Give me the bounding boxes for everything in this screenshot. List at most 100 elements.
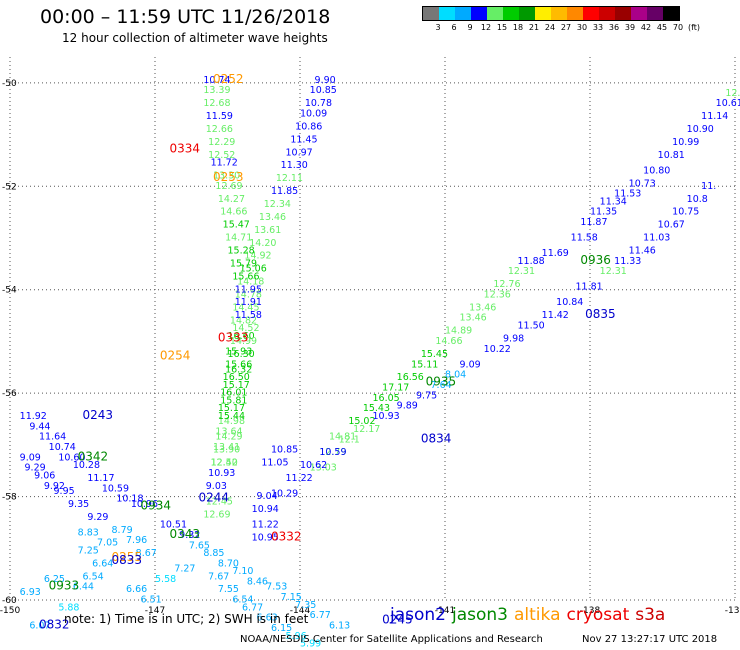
pass-label-altika: 0252 bbox=[213, 72, 244, 86]
scale-tick-label: 12 bbox=[480, 23, 492, 32]
color-scale-labels: 3 6 9 12 15 18 21 24 27 30 33 36 39 42 45 70 (ft) bbox=[422, 21, 700, 33]
wave-height-value: 10.84 bbox=[556, 297, 583, 308]
wave-height-value: 10.61 bbox=[716, 98, 740, 109]
scale-tick-label: 21 bbox=[528, 23, 540, 32]
wave-height-value: 11.17 bbox=[87, 473, 114, 484]
wave-height-value: 10.80 bbox=[643, 165, 670, 176]
scale-swatch bbox=[423, 7, 439, 20]
wave-height-value: 11.14 bbox=[701, 111, 728, 122]
wave-height-value: 11.46 bbox=[629, 246, 656, 257]
wave-height-value: 13.03 bbox=[310, 463, 337, 474]
wave-height-value: 10.8 bbox=[687, 194, 708, 205]
scale-swatch bbox=[663, 7, 679, 20]
footer-note: note: 1) Time is in UTC; 2) SWH is in fe… bbox=[64, 612, 309, 626]
wave-height-value: 14.89 bbox=[445, 326, 472, 337]
wave-height-value: 13.90 bbox=[213, 445, 240, 456]
scale-unit: (ft) bbox=[687, 23, 701, 32]
wave-height-value: 11.91 bbox=[235, 297, 262, 308]
wave-height-value: 10.29 bbox=[271, 489, 298, 500]
wave-height-value: 16.05 bbox=[373, 393, 400, 404]
wave-height-value: 10.93 bbox=[373, 411, 400, 422]
wave-height-value: 12.31 bbox=[508, 266, 535, 277]
wave-height-value: 6.15 bbox=[271, 623, 292, 634]
satellite-legend-altika: altika bbox=[514, 605, 561, 625]
wave-height-value: 11.69 bbox=[542, 248, 569, 259]
lon-tick-label: -150 bbox=[0, 606, 20, 616]
wave-height-value: 14.20 bbox=[249, 238, 276, 249]
wave-height-value: 11.64 bbox=[39, 432, 66, 443]
wave-height-value: 13.64 bbox=[215, 427, 242, 438]
scale-tick-label: 24 bbox=[544, 23, 556, 32]
wave-height-value: 12.34 bbox=[264, 199, 291, 210]
lon-tick-label: -147 bbox=[145, 606, 165, 616]
wave-height-value: 14.45 bbox=[232, 302, 259, 313]
wave-height-value: 10.67 bbox=[658, 220, 685, 231]
wave-height-value: 14.66 bbox=[435, 336, 462, 347]
wave-height-value: 15.81 bbox=[220, 395, 247, 406]
wave-height-value: 7.65 bbox=[189, 540, 210, 551]
wave-height-value: 12.79 bbox=[319, 447, 346, 458]
wave-height-value: 6.51 bbox=[141, 595, 162, 606]
wave-height-value: 11.45 bbox=[290, 134, 317, 145]
scale-swatch bbox=[551, 7, 567, 20]
wave-height-value: 11.85 bbox=[271, 186, 298, 197]
wave-height-value: 14.66 bbox=[220, 207, 247, 218]
wave-height-value: 9.95 bbox=[54, 486, 75, 497]
wave-height-value: 12. bbox=[725, 88, 740, 99]
wave-height-value: 14.52 bbox=[232, 323, 259, 334]
wave-height-value: 8.67 bbox=[136, 548, 157, 559]
wave-height-value: 15.45 bbox=[421, 349, 448, 360]
scale-swatch bbox=[439, 7, 455, 20]
wave-height-value: 12.17 bbox=[353, 424, 380, 435]
pass-label-jason2: 0243 bbox=[83, 408, 114, 422]
wave-height-value: 7.55 bbox=[218, 584, 239, 595]
wave-height-value: 12.11 bbox=[276, 173, 303, 184]
wave-height-value: 10.94 bbox=[252, 504, 279, 515]
wave-height-value: 6.07 bbox=[29, 620, 50, 631]
color-scale-legend: 3 6 9 12 15 18 21 24 27 30 33 36 39 42 45 70 (ft) bbox=[422, 6, 700, 33]
page-title: 00:00 – 11:59 UTC 11/26/2018 bbox=[40, 6, 331, 28]
track-jason2-0834-0835: 10.2911.2210.6210.5912.112.1710.939.899.… bbox=[271, 181, 716, 500]
color-scale-swatches bbox=[422, 6, 680, 21]
wave-height-value: 16.01 bbox=[220, 388, 247, 399]
wave-height-value: 14.82 bbox=[230, 315, 257, 326]
wave-height-value: 13.46 bbox=[460, 313, 487, 324]
pass-label-jason2: 0835 bbox=[585, 307, 616, 321]
wave-height-value: 10.96 bbox=[131, 499, 158, 510]
wave-height-value: 8.85 bbox=[203, 548, 224, 559]
wave-height-value: 12.1 bbox=[339, 434, 360, 445]
scale-swatch bbox=[455, 7, 471, 20]
wave-height-value: 10.59 bbox=[319, 447, 346, 458]
wave-height-value: 12.68 bbox=[203, 98, 230, 109]
wave-height-value: 14.78 bbox=[235, 289, 262, 300]
credit-line: NOAA/NESDIS Center for Satellite Applica… bbox=[240, 634, 543, 645]
wave-height-value: 10.51 bbox=[160, 520, 187, 531]
scale-swatch bbox=[647, 7, 663, 20]
wave-height-value: 6.44 bbox=[73, 582, 94, 593]
wave-height-value: 6.93 bbox=[20, 587, 41, 598]
wave-height-value: 11.05 bbox=[261, 458, 288, 469]
wave-height-value: 16.32 bbox=[225, 364, 252, 375]
wave-height-value: 15.79 bbox=[230, 258, 257, 269]
wave-height-value: 12.31 bbox=[600, 266, 627, 277]
wave-height-value: 14.29 bbox=[215, 432, 242, 443]
wave-height-value: 11.53 bbox=[614, 189, 641, 200]
wave-height-value: 15.44 bbox=[218, 411, 245, 422]
wave-height-value: 11.33 bbox=[614, 256, 641, 267]
axis-tick-labels: -150 -147 -144 -141 -138 -135 -50 -52 -54 -56 -58 -… bbox=[0, 79, 740, 616]
wave-height-value: 16.56 bbox=[397, 372, 424, 383]
wave-height-value: 16.30 bbox=[228, 349, 255, 360]
wave-height-value: 10.28 bbox=[73, 460, 100, 471]
satellite-legend-s3a: s3a bbox=[635, 605, 666, 625]
wave-height-value: 9.29 bbox=[87, 512, 108, 523]
wave-height-value: 14.71 bbox=[225, 233, 252, 244]
wave-height-value: 10.59 bbox=[102, 483, 129, 494]
wave-height-value: 8.79 bbox=[112, 525, 133, 536]
pass-label-jason2: 0244 bbox=[199, 491, 230, 505]
lon-tick-label: -135 bbox=[725, 606, 740, 616]
scale-swatch bbox=[471, 7, 487, 20]
wave-height-value: 10.74 bbox=[203, 75, 230, 86]
wave-height-value: 14.92 bbox=[244, 251, 271, 262]
pass-label-jason3: 0936 bbox=[580, 253, 611, 267]
pass-label-jason2: 0834 bbox=[421, 431, 452, 445]
